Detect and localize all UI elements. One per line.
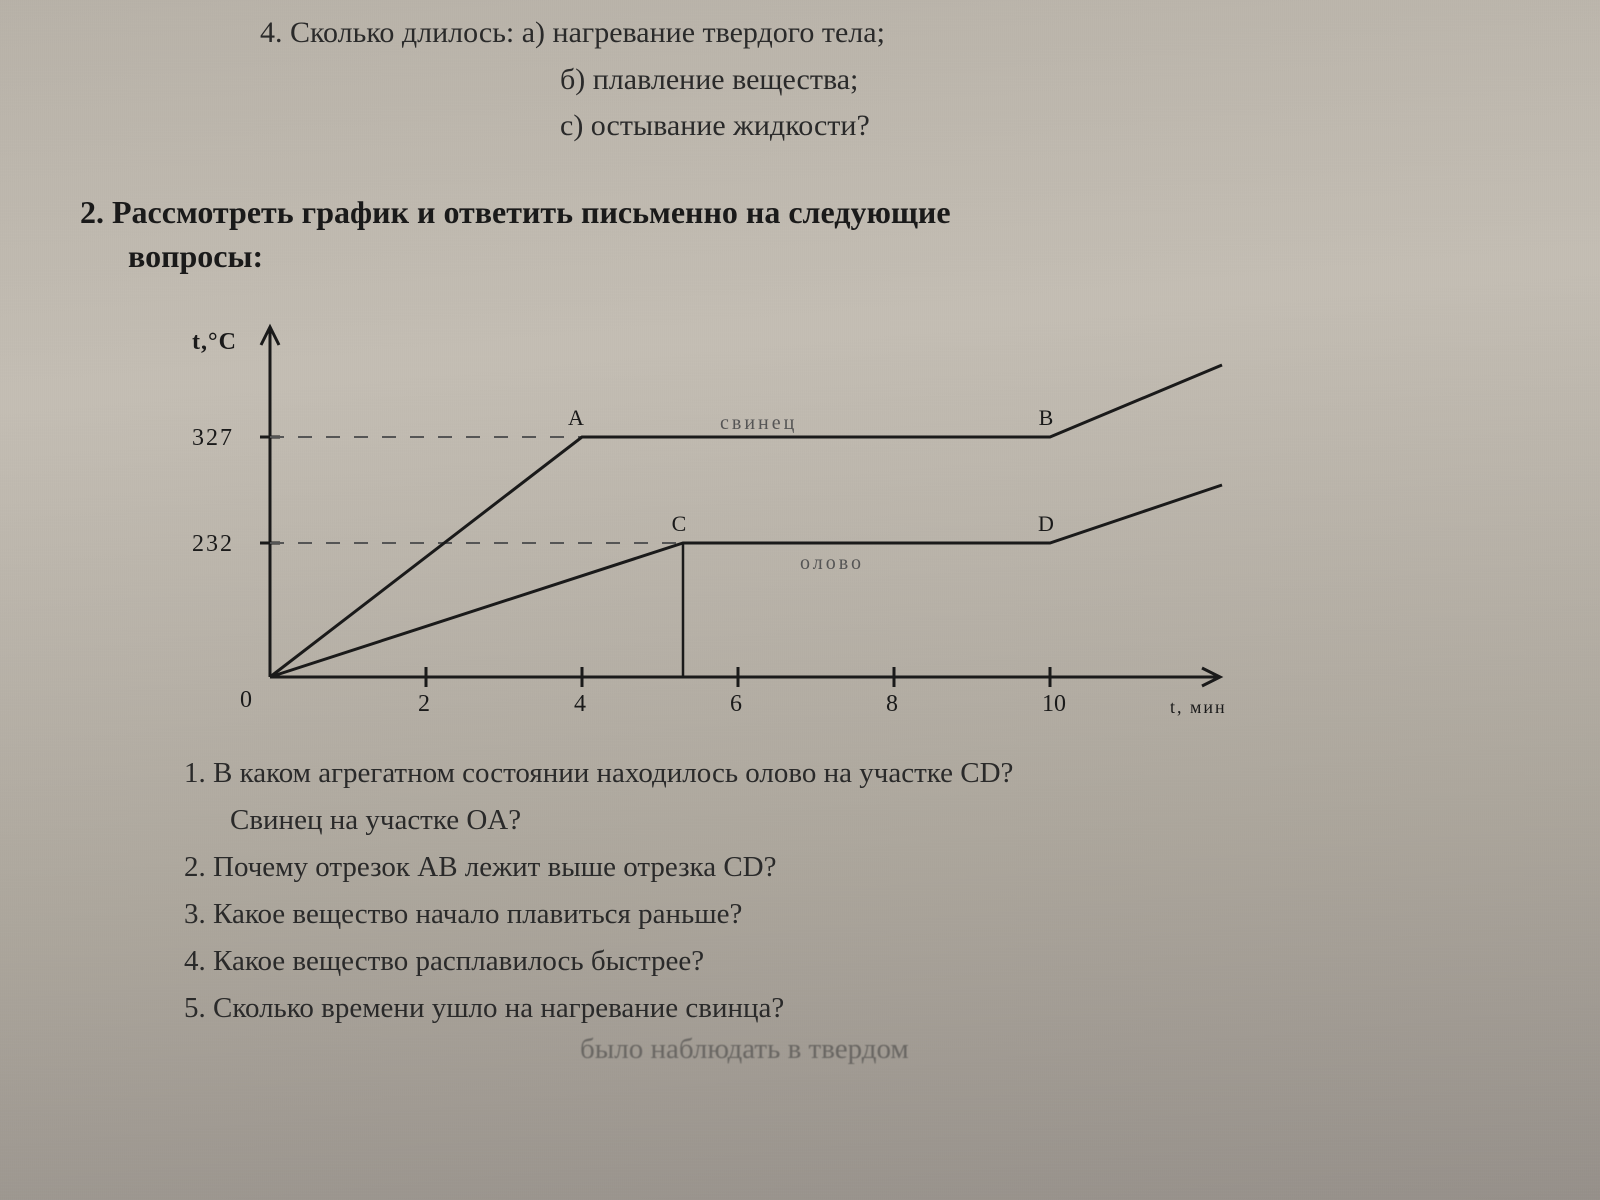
temperature-time-chart: t,°C t, мин 0 2 4 6 8 10 232 327 A Bсвинец C Dолово xyxy=(140,307,1240,731)
question-2: 2. Почему отрезок AB лежит выше отрезка … xyxy=(184,845,1540,890)
svg-text:6: 6 xyxy=(730,691,742,717)
question-1a: 1. В каком агрегатном состоянии находило… xyxy=(184,751,1540,796)
section-2-line-2: вопросы: xyxy=(128,234,1540,279)
q4-line-3: с) остывание жидкости? xyxy=(560,103,1540,150)
svg-text:свинец: свинец xyxy=(720,412,797,434)
svg-text:0: 0 xyxy=(240,687,252,713)
chart-container: t,°C t, мин 0 2 4 6 8 10 232 327 A Bсвинец C Dолово xyxy=(140,307,1240,731)
svg-text:8: 8 xyxy=(886,691,898,717)
question-1b: Свинец на участке OA? xyxy=(230,798,1540,843)
svg-text:t,°C: t,°C xyxy=(192,329,237,355)
svg-text:олово: олово xyxy=(800,552,864,574)
document-page: 4. Сколько длилось: а) нагревание твердо… xyxy=(0,0,1600,1200)
q4-line-1: 4. Сколько длилось: а) нагревание твердо… xyxy=(260,10,1540,57)
section-2-line-1: 2. Рассмотреть график и ответить письмен… xyxy=(80,190,1540,235)
question-5: 5. Сколько времени ушло на нагревание св… xyxy=(184,986,1540,1031)
questions-list: 1. В каком агрегатном состоянии находило… xyxy=(140,751,1540,1031)
svg-text:10: 10 xyxy=(1042,691,1066,717)
section-2-heading: 2. Рассмотреть график и ответить письмен… xyxy=(80,190,1540,280)
svg-text:327: 327 xyxy=(192,425,234,451)
svg-text:4: 4 xyxy=(574,691,586,717)
q4-line-2: б) плавление вещества; xyxy=(560,57,1540,104)
svg-text:B: B xyxy=(1039,405,1054,430)
question-4b: 4. Какое вещество расплавилось быстрее? xyxy=(184,939,1540,984)
svg-text:t, мин: t, мин xyxy=(1170,697,1227,717)
question-3: 3. Какое вещество начало плавиться раньш… xyxy=(184,892,1540,937)
svg-text:D: D xyxy=(1038,511,1054,536)
svg-text:232: 232 xyxy=(192,531,234,557)
svg-text:2: 2 xyxy=(418,691,430,717)
svg-text:C: C xyxy=(672,511,687,536)
svg-text:A: A xyxy=(568,405,584,430)
question-4-block: 4. Сколько длилось: а) нагревание твердо… xyxy=(260,10,1540,150)
partial-cutoff-line: было наблюдать в твердом xyxy=(140,1033,1540,1066)
